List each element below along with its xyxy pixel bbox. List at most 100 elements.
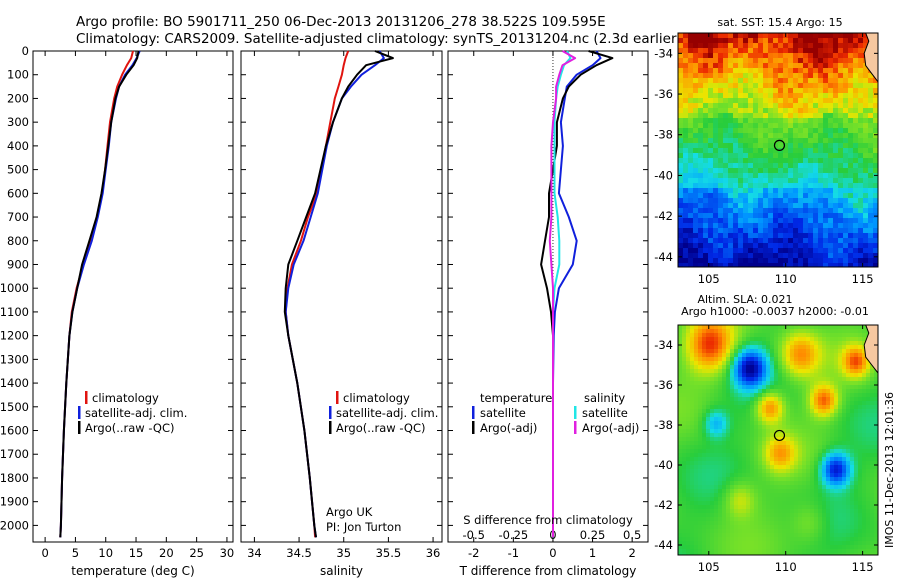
- map-cell: [678, 48, 684, 54]
- map-cell: [713, 48, 719, 54]
- map-cell: [718, 409, 723, 414]
- depth-tick-label: 1600: [0, 424, 29, 438]
- map-cell: [823, 138, 829, 144]
- map-cell: [778, 218, 784, 224]
- map-cell: [828, 43, 834, 49]
- map-cell: [870, 429, 875, 434]
- map-cell: [698, 78, 704, 84]
- map-cell: [850, 393, 855, 398]
- map-cell: [814, 493, 819, 498]
- map-cell: [738, 357, 743, 362]
- map-cell: [778, 183, 784, 189]
- map-cell: [694, 365, 699, 370]
- map-cell: [750, 501, 755, 506]
- map-cell: [723, 168, 729, 174]
- x-tick-label: 5: [72, 546, 79, 560]
- map-cell: [713, 248, 719, 254]
- map-cell: [833, 118, 839, 124]
- map-cell: [858, 353, 863, 358]
- map-cell: [853, 198, 859, 204]
- map-cell: [738, 381, 743, 386]
- map-cell: [813, 193, 819, 199]
- map-cell: [733, 248, 739, 254]
- map-cell: [743, 73, 749, 79]
- map-cell: [863, 183, 869, 189]
- map-cell: [722, 381, 727, 386]
- map-cell: [793, 118, 799, 124]
- map-cell: [743, 108, 749, 114]
- map-cell: [746, 417, 751, 422]
- map-cell: [790, 469, 795, 474]
- map-cell: [683, 183, 689, 189]
- map-cell: [722, 469, 727, 474]
- map-cell: [858, 529, 863, 534]
- map-cell: [838, 193, 844, 199]
- map-cell: [858, 433, 863, 438]
- map-cell: [723, 133, 729, 139]
- map-cell: [790, 381, 795, 386]
- map-cell: [768, 238, 774, 244]
- map-cell: [808, 173, 814, 179]
- map-cell: [863, 73, 869, 79]
- map-cell: [710, 489, 715, 494]
- map-cell: [706, 445, 711, 450]
- map-cell: [814, 465, 819, 470]
- map-cell: [713, 178, 719, 184]
- map-cell: [818, 405, 823, 410]
- map-cell: [728, 183, 734, 189]
- map-cell: [814, 541, 819, 546]
- map-cell: [750, 381, 755, 386]
- map-cell: [762, 377, 767, 382]
- map-cell: [842, 361, 847, 366]
- map-cell: [683, 263, 689, 267]
- map-cell: [858, 123, 864, 129]
- map-cell: [734, 393, 739, 398]
- map-cell: [690, 505, 695, 510]
- map-cell: [728, 123, 734, 129]
- map-cell: [838, 113, 844, 119]
- map-cell: [826, 485, 831, 490]
- map-cell: [868, 178, 874, 184]
- map-cell: [838, 345, 843, 350]
- map-cell: [818, 48, 824, 54]
- map-cell: [818, 429, 823, 434]
- map-cell: [830, 393, 835, 398]
- map-cell: [688, 38, 694, 44]
- map-cell: [834, 465, 839, 470]
- map-cell: [813, 153, 819, 159]
- map-cell: [738, 208, 744, 214]
- map-cell: [862, 409, 867, 414]
- map-cell: [802, 497, 807, 502]
- map-cell: [742, 461, 747, 466]
- map-cell: [722, 389, 727, 394]
- map-cell: [738, 178, 744, 184]
- map-cell: [758, 228, 764, 234]
- map-cell: [758, 457, 763, 462]
- map-cell: [768, 133, 774, 139]
- map-cell: [858, 213, 864, 219]
- map-cell: [793, 188, 799, 194]
- map-cell: [850, 413, 855, 418]
- map-cell: [702, 537, 707, 542]
- map-cell: [742, 549, 747, 554]
- map-cell: [793, 173, 799, 179]
- map-cell: [778, 525, 783, 530]
- map-cell: [843, 123, 849, 129]
- map-cell: [690, 341, 695, 346]
- map-cell: [682, 469, 687, 474]
- map-cell: [688, 223, 694, 229]
- map-cell: [798, 469, 803, 474]
- map-cell: [846, 493, 851, 498]
- map-cell: [794, 337, 799, 342]
- map-cell: [790, 345, 795, 350]
- map-cell: [778, 401, 783, 406]
- map-cell: [846, 437, 851, 442]
- map-cell: [738, 183, 744, 189]
- map-cell: [873, 78, 878, 84]
- series-line-argo-raw-qc: [283, 50, 394, 538]
- map-cell: [802, 337, 807, 342]
- map-cell: [798, 325, 803, 330]
- map-cell: [798, 43, 804, 49]
- map-cell: [834, 405, 839, 410]
- map-cell: [753, 103, 759, 109]
